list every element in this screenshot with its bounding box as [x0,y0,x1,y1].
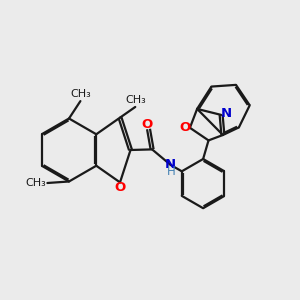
Text: CH₃: CH₃ [126,94,146,105]
Text: CH₃: CH₃ [25,178,46,188]
Text: O: O [115,181,126,194]
Text: O: O [179,121,191,134]
Text: N: N [221,107,232,120]
Text: O: O [142,118,153,131]
Text: N: N [165,158,176,171]
Text: CH₃: CH₃ [70,89,92,99]
Text: H: H [167,165,176,178]
